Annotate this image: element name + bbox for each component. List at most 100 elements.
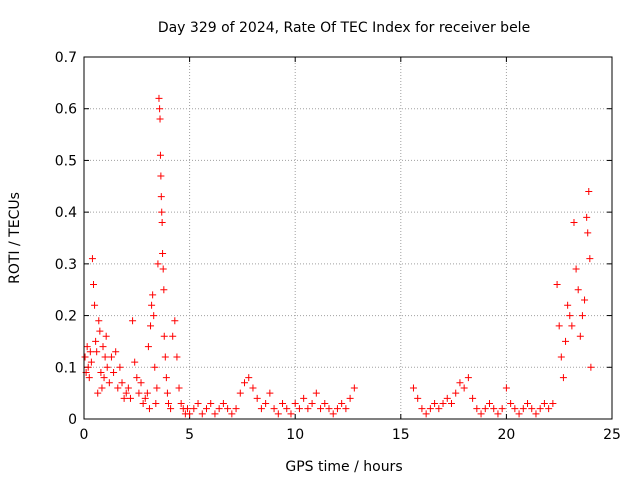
data-point bbox=[283, 405, 291, 413]
data-point bbox=[116, 363, 124, 371]
data-point bbox=[270, 405, 278, 413]
data-point bbox=[346, 394, 354, 402]
data-point bbox=[118, 379, 126, 387]
data-point bbox=[120, 394, 128, 402]
data-point bbox=[570, 218, 578, 226]
y-tick-label: 0.6 bbox=[55, 102, 77, 118]
data-point bbox=[422, 410, 430, 418]
data-point bbox=[228, 410, 236, 418]
data-point bbox=[249, 384, 257, 392]
data-point bbox=[95, 317, 103, 325]
data-point bbox=[162, 374, 170, 382]
data-point bbox=[536, 405, 544, 413]
data-point bbox=[139, 399, 147, 407]
data-point bbox=[100, 374, 108, 382]
data-point bbox=[304, 405, 312, 413]
data-point bbox=[160, 286, 168, 294]
x-tick-label: 0 bbox=[80, 427, 89, 443]
data-point bbox=[137, 379, 145, 387]
data-point bbox=[545, 405, 553, 413]
data-point bbox=[159, 250, 167, 258]
data-point bbox=[524, 399, 532, 407]
data-point bbox=[103, 363, 111, 371]
data-point bbox=[152, 399, 160, 407]
data-point bbox=[151, 363, 159, 371]
data-point bbox=[157, 193, 165, 201]
data-point bbox=[557, 353, 565, 361]
data-point bbox=[161, 353, 169, 361]
x-axis-label: GPS time / hours bbox=[285, 459, 402, 475]
data-point bbox=[105, 379, 113, 387]
data-point bbox=[156, 115, 164, 123]
data-point bbox=[135, 389, 143, 397]
data-point bbox=[295, 405, 303, 413]
data-point bbox=[112, 348, 120, 356]
data-point bbox=[443, 394, 451, 402]
data-point bbox=[447, 399, 455, 407]
data-point bbox=[494, 410, 502, 418]
data-point bbox=[155, 94, 163, 102]
data-point bbox=[564, 301, 572, 309]
data-points bbox=[81, 94, 595, 418]
x-tick-label: 10 bbox=[286, 427, 304, 443]
x-tick-label: 5 bbox=[185, 427, 194, 443]
data-point bbox=[122, 389, 130, 397]
data-point bbox=[274, 410, 282, 418]
data-point bbox=[156, 151, 164, 159]
data-point bbox=[321, 399, 329, 407]
data-point bbox=[232, 405, 240, 413]
data-point bbox=[175, 384, 183, 392]
data-point bbox=[312, 389, 320, 397]
data-point bbox=[126, 394, 134, 402]
data-point bbox=[150, 312, 158, 320]
data-point bbox=[338, 399, 346, 407]
data-point bbox=[144, 343, 152, 351]
data-point bbox=[515, 410, 523, 418]
data-point bbox=[81, 353, 89, 361]
data-point bbox=[460, 384, 468, 392]
data-point bbox=[124, 384, 132, 392]
data-point bbox=[92, 337, 100, 345]
data-point bbox=[171, 317, 179, 325]
data-point bbox=[164, 399, 172, 407]
data-point bbox=[236, 389, 244, 397]
y-tick-label: 0 bbox=[68, 412, 77, 428]
data-point bbox=[224, 405, 232, 413]
data-point bbox=[156, 105, 164, 113]
data-point bbox=[325, 405, 333, 413]
data-point bbox=[502, 384, 510, 392]
y-tick-label: 0.2 bbox=[55, 309, 77, 325]
data-point bbox=[131, 358, 139, 366]
data-point bbox=[158, 208, 166, 216]
data-point bbox=[490, 405, 498, 413]
data-point bbox=[350, 384, 358, 392]
data-point bbox=[409, 384, 417, 392]
data-point bbox=[549, 399, 557, 407]
data-point bbox=[129, 317, 137, 325]
data-point bbox=[245, 374, 253, 382]
data-point bbox=[215, 405, 223, 413]
axis-ticks: 0 5 10 15 20 25 0 0.1 0.2 0.3 0.4 0.5 0.6 0.7 bbox=[55, 50, 621, 443]
data-point bbox=[88, 255, 96, 263]
data-point bbox=[133, 374, 141, 382]
data-point bbox=[145, 405, 153, 413]
data-point bbox=[555, 322, 563, 330]
data-point bbox=[98, 384, 106, 392]
data-point bbox=[452, 389, 460, 397]
data-point bbox=[253, 394, 261, 402]
data-point bbox=[257, 405, 265, 413]
data-point bbox=[83, 343, 91, 351]
data-point bbox=[431, 399, 439, 407]
data-point bbox=[587, 363, 595, 371]
data-point bbox=[418, 405, 426, 413]
data-point bbox=[568, 322, 576, 330]
data-point bbox=[148, 301, 156, 309]
data-point bbox=[586, 255, 594, 263]
data-point bbox=[99, 343, 107, 351]
data-point bbox=[456, 379, 464, 387]
data-point bbox=[167, 405, 175, 413]
x-tick-label: 15 bbox=[392, 427, 410, 443]
data-point bbox=[439, 399, 447, 407]
data-point bbox=[85, 374, 93, 382]
